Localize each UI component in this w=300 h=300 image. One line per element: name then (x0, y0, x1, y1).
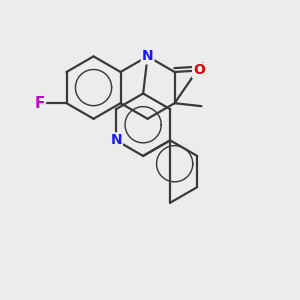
Text: N: N (142, 50, 153, 63)
Text: F: F (34, 96, 45, 111)
Text: O: O (193, 64, 205, 77)
Text: N: N (110, 133, 122, 147)
